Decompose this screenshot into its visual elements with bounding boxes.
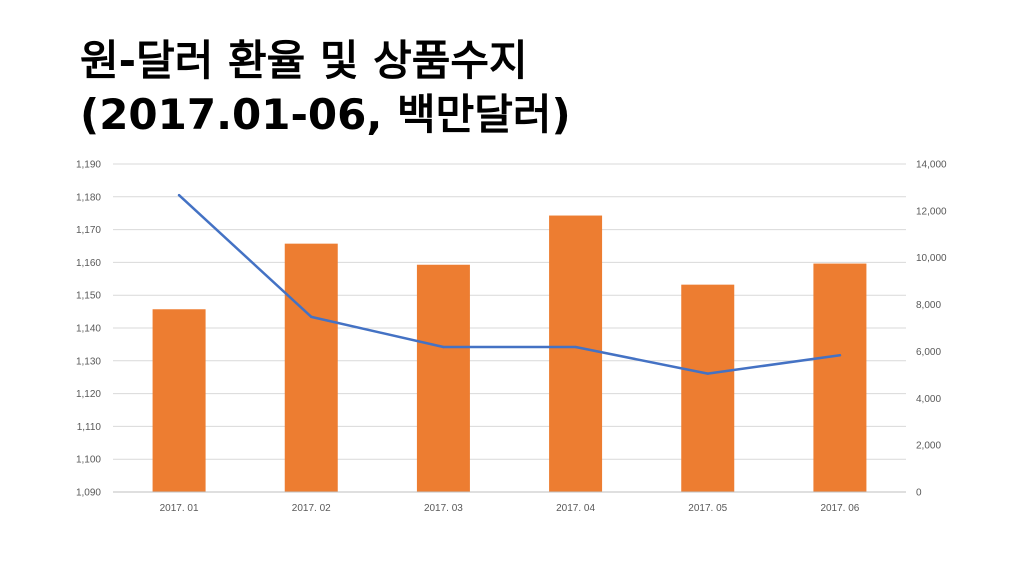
page-title: 원-달러 환율 및 상품수지 (2017.01-06, 백만달러) — [80, 34, 571, 142]
y-left-tick-label: 1,160 — [76, 258, 101, 269]
title-line-2: (2017.01-06, 백만달러) — [80, 90, 571, 139]
bar — [152, 309, 206, 492]
y-left-tick-label: 1,110 — [77, 422, 102, 433]
y-left-tick-label: 1,150 — [76, 291, 101, 302]
line-point — [442, 345, 445, 349]
y-left-tick-label: 1,190 — [76, 160, 101, 171]
line-point — [177, 193, 181, 197]
x-tick-label: 2017. 02 — [292, 503, 331, 514]
x-tick-label: 2017. 04 — [556, 503, 595, 514]
x-tick-label: 2017. 03 — [424, 503, 463, 514]
y-right-tick-label: 4,000 — [916, 394, 941, 405]
y-left-tick-label: 1,120 — [76, 389, 101, 400]
line-point — [706, 372, 709, 375]
bar — [681, 284, 735, 492]
bar — [416, 264, 470, 492]
x-tick-label: 2017. 01 — [160, 503, 199, 514]
y-left-tick-label: 1,170 — [76, 225, 101, 236]
y-left-tick-label: 1,130 — [76, 356, 101, 367]
bar — [813, 263, 867, 492]
y-right-tick-label: 10,000 — [916, 253, 947, 264]
y-right-tick-label: 8,000 — [916, 300, 941, 311]
series-line — [177, 193, 842, 375]
bar — [284, 243, 338, 492]
bar — [549, 215, 603, 493]
y-right-tick-label: 12,000 — [916, 206, 947, 217]
y-right-tick-label: 14,000 — [916, 160, 947, 171]
y-left-tick-label: 1,140 — [76, 324, 101, 335]
x-tick-label: 2017. 05 — [688, 503, 727, 514]
y-left-tick-label: 1,100 — [76, 455, 101, 466]
line-point — [310, 315, 313, 319]
x-tick-label: 2017. 06 — [820, 503, 859, 514]
y-left-tick-label: 1,090 — [76, 488, 101, 499]
y-right-tick-label: 0 — [916, 488, 922, 499]
y-right-tick-label: 6,000 — [916, 347, 941, 358]
y-left-tick-label: 1,180 — [76, 192, 101, 203]
line-point — [574, 345, 577, 349]
y-right-tick-label: 2,000 — [916, 441, 941, 452]
title-line-1: 원-달러 환율 및 상품수지 — [80, 36, 528, 85]
line-point — [838, 354, 842, 357]
